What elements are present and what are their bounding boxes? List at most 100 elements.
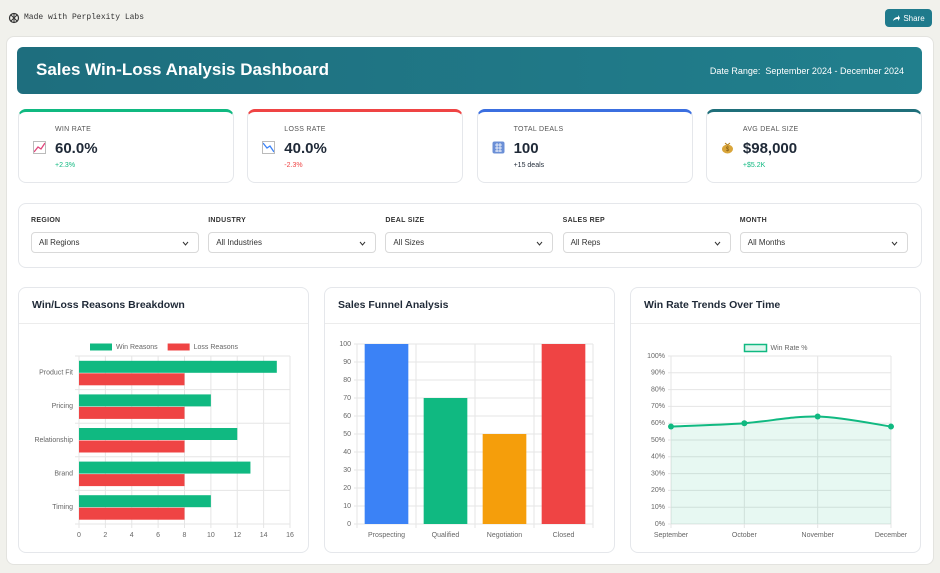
filter-label: DEAL SIZE <box>385 217 425 224</box>
y-tick-label: 0% <box>655 521 665 528</box>
svg-text:$: $ <box>726 147 730 153</box>
bar <box>364 344 409 524</box>
kpi-label: AVG DEAL SIZE <box>742 126 799 133</box>
chart-title: Sales Funnel Analysis <box>338 299 449 311</box>
share-button[interactable]: Share <box>885 9 932 27</box>
filter-label: INDUSTRY <box>208 217 247 224</box>
y-tick-label: 60% <box>651 420 665 427</box>
point <box>741 420 748 427</box>
filter-select[interactable]: All Industries <box>208 232 377 253</box>
kpi-label: TOTAL DEALS <box>513 126 564 133</box>
kpi-card: LOSS RATE 40.0% -2.3% <box>247 109 464 183</box>
filter-select[interactable]: All Regions <box>31 232 199 253</box>
header-banner <box>17 47 922 94</box>
x-tick-label: Qualified <box>432 532 460 539</box>
x-tick-label: 10 <box>207 532 215 539</box>
share-icon <box>893 15 901 21</box>
divider <box>631 323 920 324</box>
chart-title: Win/Loss Reasons Breakdown <box>32 299 185 311</box>
kpi-icon <box>262 141 276 154</box>
kpi-icon <box>492 141 505 154</box>
kpi-icon: $ <box>721 142 733 154</box>
bar <box>79 394 211 407</box>
filter-value: All Regions <box>39 238 80 247</box>
y-tick-label: 80% <box>651 386 665 393</box>
y-tick-label: 50% <box>651 437 665 444</box>
x-tick-label: Closed <box>553 532 575 539</box>
point <box>668 423 674 430</box>
chart-title: Win Rate Trends Over Time <box>644 299 781 311</box>
y-tick-label: 70% <box>651 403 665 410</box>
chart-card: Win Rate Trends Over Time 0% 10% 20% 30% 40% 5… <box>630 287 921 553</box>
bar <box>482 434 527 524</box>
y-tick-label: 0 <box>347 521 351 528</box>
y-tick-label: 100% <box>647 353 665 360</box>
filter-select[interactable]: All Reps <box>562 232 731 253</box>
x-tick-label: November <box>802 532 835 539</box>
divider <box>19 323 308 324</box>
share-label: Share <box>903 13 925 23</box>
filter-value: All Industries <box>216 238 262 247</box>
date-range: Date Range: September 2024 - December 20… <box>709 66 904 76</box>
chevron <box>891 241 898 246</box>
x-tick-label: 14 <box>260 532 268 539</box>
y-tick-label: 80 <box>343 377 351 384</box>
bar <box>79 461 251 474</box>
brand-text: Made with Perplexity Labs <box>24 13 145 22</box>
x-tick-label: 0 <box>77 532 81 539</box>
kpi-card: TOTAL DEALS 100 +15 deals <box>476 109 693 183</box>
kpi-value: 40.0% <box>284 140 327 157</box>
chevron <box>714 241 720 246</box>
chart: 0 2 4 6 8 10 12 14 16 Product Fit Pricing Relations… <box>34 343 294 539</box>
kpi-card: $ AVG DEAL SIZE $98,000 +$5.2K <box>705 109 922 183</box>
y-tick-label: 30 <box>343 467 351 474</box>
x-tick-label: Prospecting <box>368 532 405 539</box>
point <box>814 413 821 420</box>
kpi-change: +$5.2K <box>742 162 766 169</box>
y-tick-label: 20% <box>651 487 665 494</box>
x-tick-label: 8 <box>183 532 187 539</box>
chart-card: Win/Loss Reasons Breakdown 0 2 4 6 8 10 12 14 16 P… <box>18 287 309 553</box>
bar <box>79 428 238 440</box>
legend-swatch <box>90 343 112 351</box>
filter-select[interactable]: All Months <box>739 232 908 253</box>
y-tick-label: 20 <box>343 485 351 492</box>
y-tick-label: 40 <box>343 449 351 456</box>
y-tick-label: 40% <box>651 454 665 461</box>
y-tick-label: Product Fit <box>39 370 73 377</box>
kpi-change: -2.3% <box>284 162 303 169</box>
dashboard-title: Sales Win-Loss Analysis Dashboard <box>36 60 330 79</box>
bar <box>79 373 185 386</box>
y-tick-label: 30% <box>651 470 665 477</box>
bar <box>79 360 277 373</box>
point <box>888 423 894 430</box>
legend-label: Win Reasons <box>116 344 158 351</box>
kpi-value: 60.0% <box>55 140 98 157</box>
chart-card: Sales Funnel Analysis 0 10 20 30 40 50 60 70 80 90… <box>324 287 615 553</box>
filter-label: REGION <box>31 217 61 224</box>
y-tick-label: 90 <box>343 359 351 366</box>
chevron <box>537 241 543 246</box>
x-tick-label: 6 <box>156 532 160 539</box>
x-tick-label: 16 <box>286 532 294 539</box>
bar <box>79 495 211 508</box>
legend-label: Loss Reasons <box>194 344 239 351</box>
legend-swatch <box>743 343 768 353</box>
chart: 0% 10% 20% 30% 40% 50% 60% 70% 80% 90% 100% Septemb… <box>647 343 908 539</box>
y-tick-label: Timing <box>52 504 73 511</box>
x-tick-label: October <box>732 532 758 539</box>
y-tick-label: Brand <box>54 470 73 477</box>
y-tick-label: 60 <box>343 413 351 420</box>
bar <box>79 440 185 453</box>
filter-select[interactable]: All Sizes <box>385 232 554 253</box>
filter-label: MONTH <box>739 217 767 224</box>
chevron <box>182 241 189 246</box>
y-tick-label: 100 <box>339 341 351 348</box>
kpi-change: +2.3% <box>55 162 76 169</box>
legend-label: Win Rate % <box>771 345 808 352</box>
x-tick-label: December <box>875 532 908 539</box>
bar <box>541 344 586 524</box>
line <box>670 415 892 428</box>
filter-value: All Reps <box>570 238 601 247</box>
